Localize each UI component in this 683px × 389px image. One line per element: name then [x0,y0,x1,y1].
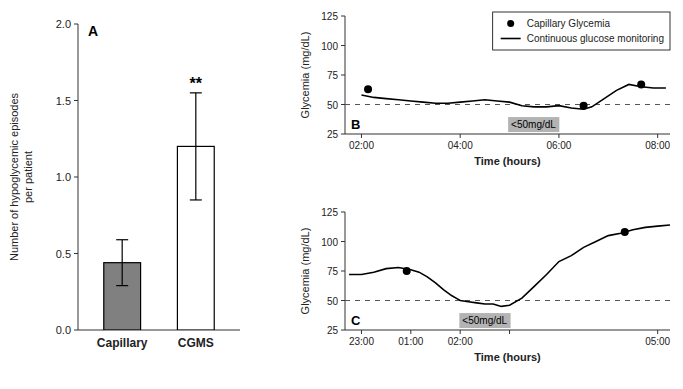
legend-label: Continuous glucose monitoring [527,33,664,44]
x-tick-label: 04:00 [448,140,473,151]
panel-label: C [351,313,361,328]
bars [104,93,214,330]
y-tick-label: 125 [321,11,338,22]
error-cap [116,239,128,240]
x-tick [460,134,461,138]
error-cap [190,92,202,93]
threshold-label: <50mg/dL [462,315,507,326]
y-tick-label: 0.5 [56,248,71,260]
legend-swatch [507,20,514,27]
threshold-label-group: <50mg/dL [459,313,510,328]
y-tick [341,16,345,17]
x-tick-label: 06:00 [546,140,571,151]
cgm-line [361,84,665,109]
error-cap [190,199,202,200]
legend-frame [493,12,670,50]
error-cap [116,285,128,286]
y-tick-label: 50 [327,296,339,307]
y-tick-label: 125 [321,207,338,218]
y-tick [341,45,345,46]
x-tick [657,134,658,138]
y-tick [341,271,345,272]
y-axis: 25 50 75 100 125 [321,11,345,140]
x-axis-line [345,133,670,134]
cgm-line [349,225,670,306]
x-axis: 23:00 01:00 02:00 05:00 [345,330,671,347]
y-tick [74,24,78,25]
y-tick [341,241,345,242]
y-axis: 0.0 0.5 1.0 1.5 2.0 [56,18,78,336]
x-tick [361,330,362,334]
x-tick-label: 23:00 [349,336,374,347]
threshold-line [345,300,670,301]
annotation: ** [190,75,203,92]
legend: Capillary Glycemia Continuous glucose mon… [493,12,670,50]
y-axis-label: Glycemia (mg/dL) [299,32,311,119]
legend-label: Capillary Glycemia [527,18,611,29]
error-bar [190,93,202,200]
x-tick-label: Capillary [97,336,148,350]
x-tick-label: 01:00 [398,336,423,347]
y-tick-label: 75 [327,70,339,81]
y-tick [74,100,78,101]
y-axis-label: Glycemia (mg/dL) [299,228,311,315]
y-tick [74,253,78,254]
y-tick-label: 2.0 [56,18,71,30]
y-tick-label: 25 [327,129,339,140]
panel-label: B [351,117,360,132]
threshold-line [345,104,670,105]
threshold-label-group: <50mg/dL [508,117,559,132]
threshold-label-box [508,117,559,132]
plot-area [345,80,670,109]
capillary-point [364,85,372,93]
y-tick [341,104,345,105]
legend-swatch [501,38,521,40]
x-axis-line [345,329,670,330]
x-axis-label: Time (hours) [474,155,541,167]
y-tick-label: 1.5 [56,95,71,107]
y-tick [341,330,345,331]
y-tick-label: 0.0 [56,324,71,336]
y-tick [341,212,345,213]
y-tick-label: 50 [327,100,339,111]
error-stem [195,93,196,200]
x-tick-label: CGMS [178,336,214,350]
x-axis-line [78,329,240,330]
plot-area [345,225,670,306]
x-axis-label: Time (hours) [474,351,541,363]
error-stem [122,240,123,286]
x-tick-label: 05:00 [645,336,670,347]
y-tick [341,134,345,135]
y-tick [74,330,78,331]
y-tick [341,75,345,76]
y-tick-label: 100 [321,237,338,248]
threshold-label-box [459,313,510,328]
y-axis-label: Number of hypoglycemic episodes [8,92,20,261]
x-tick-label: 02:00 [448,336,473,347]
x-axis: 02:00 04:00 06:00 08:00 [345,134,671,151]
x-tick [509,330,510,334]
y-tick-label: 1.0 [56,171,71,183]
threshold-label: <50mg/dL [511,119,556,130]
panel-label: A [88,23,98,39]
y-tick-label: 75 [327,266,339,277]
y-axis: 25 50 75 100 125 [321,207,345,336]
x-tick [460,330,461,334]
x-tick [558,134,559,138]
y-tick [341,300,345,301]
y-tick-label: 25 [327,325,339,336]
y-axis-label: per patient [22,151,34,203]
x-tick [410,330,411,334]
x-tick-label: 08:00 [645,140,670,151]
error-bar [116,240,128,286]
x-tick [657,330,658,334]
y-tick [74,177,78,178]
y-tick-label: 100 [321,41,338,52]
x-tick [361,134,362,138]
chart: 0.0 0.5 1.0 1.5 2.0 Capillary CGMS ** A Number of… [0,0,683,389]
x-tick-label: 02:00 [349,140,374,151]
